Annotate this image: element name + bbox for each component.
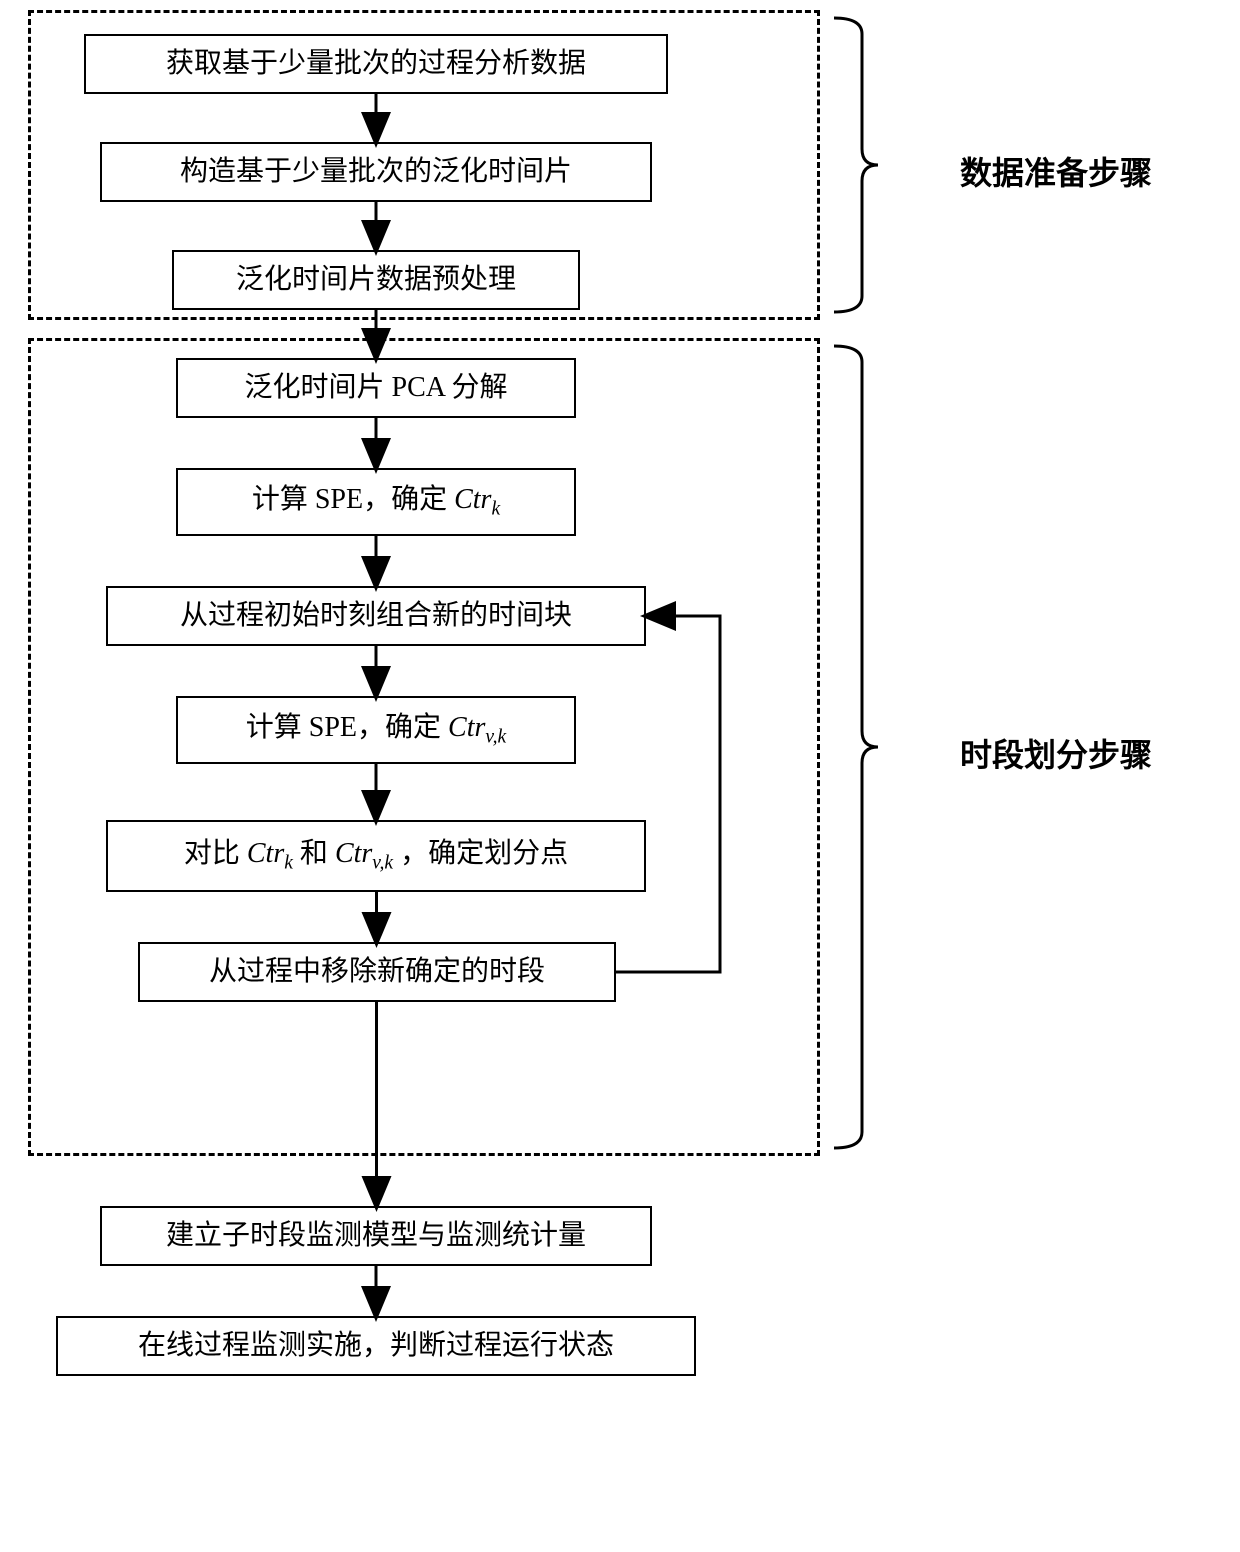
flow-node-label: 从过程初始时刻组合新的时间块 <box>180 598 572 634</box>
flow-node-label: 泛化时间片数据预处理 <box>236 262 516 298</box>
flow-node-b10: 建立子时段监测模型与监测统计量 <box>100 1206 652 1266</box>
flowchart-canvas: 获取基于少量批次的过程分析数据构造基于少量批次的泛化时间片泛化时间片数据预处理泛… <box>0 0 1240 1552</box>
flow-node-b6: 从过程初始时刻组合新的时间块 <box>106 586 646 646</box>
brace-1 <box>834 346 878 1148</box>
flow-node-label: 构造基于少量批次的泛化时间片 <box>180 154 572 190</box>
flow-node-label: 泛化时间片 PCA 分解 <box>245 370 508 406</box>
brace-0 <box>834 18 878 312</box>
flow-node-label: 在线过程监测实施，判断过程运行状态 <box>138 1328 614 1364</box>
flow-node-label: 建立子时段监测模型与监测统计量 <box>166 1218 586 1254</box>
flow-node-b11: 在线过程监测实施，判断过程运行状态 <box>56 1316 696 1376</box>
flow-node-label: 计算 SPE，确定 Ctrk <box>252 482 500 522</box>
section-label-label2: 时段划分步骤 <box>960 730 1152 776</box>
flow-node-b1: 获取基于少量批次的过程分析数据 <box>84 34 668 94</box>
flow-node-b4: 泛化时间片 PCA 分解 <box>176 358 576 418</box>
flow-node-b9: 从过程中移除新确定的时段 <box>138 942 616 1002</box>
flow-node-label: 从过程中移除新确定的时段 <box>209 954 545 990</box>
flow-node-b5: 计算 SPE，确定 Ctrk <box>176 468 576 536</box>
flow-node-label: 计算 SPE，确定 Ctrv,k <box>246 710 506 750</box>
flow-node-b7: 计算 SPE，确定 Ctrv,k <box>176 696 576 764</box>
flow-node-b3: 泛化时间片数据预处理 <box>172 250 580 310</box>
flow-node-b2: 构造基于少量批次的泛化时间片 <box>100 142 652 202</box>
flow-node-label: 对比 Ctrk 和 Ctrv,k ，确定划分点 <box>184 836 568 876</box>
section-label-label1: 数据准备步骤 <box>960 148 1152 194</box>
flow-node-label: 获取基于少量批次的过程分析数据 <box>166 46 586 82</box>
flow-node-b8: 对比 Ctrk 和 Ctrv,k ，确定划分点 <box>106 820 646 892</box>
